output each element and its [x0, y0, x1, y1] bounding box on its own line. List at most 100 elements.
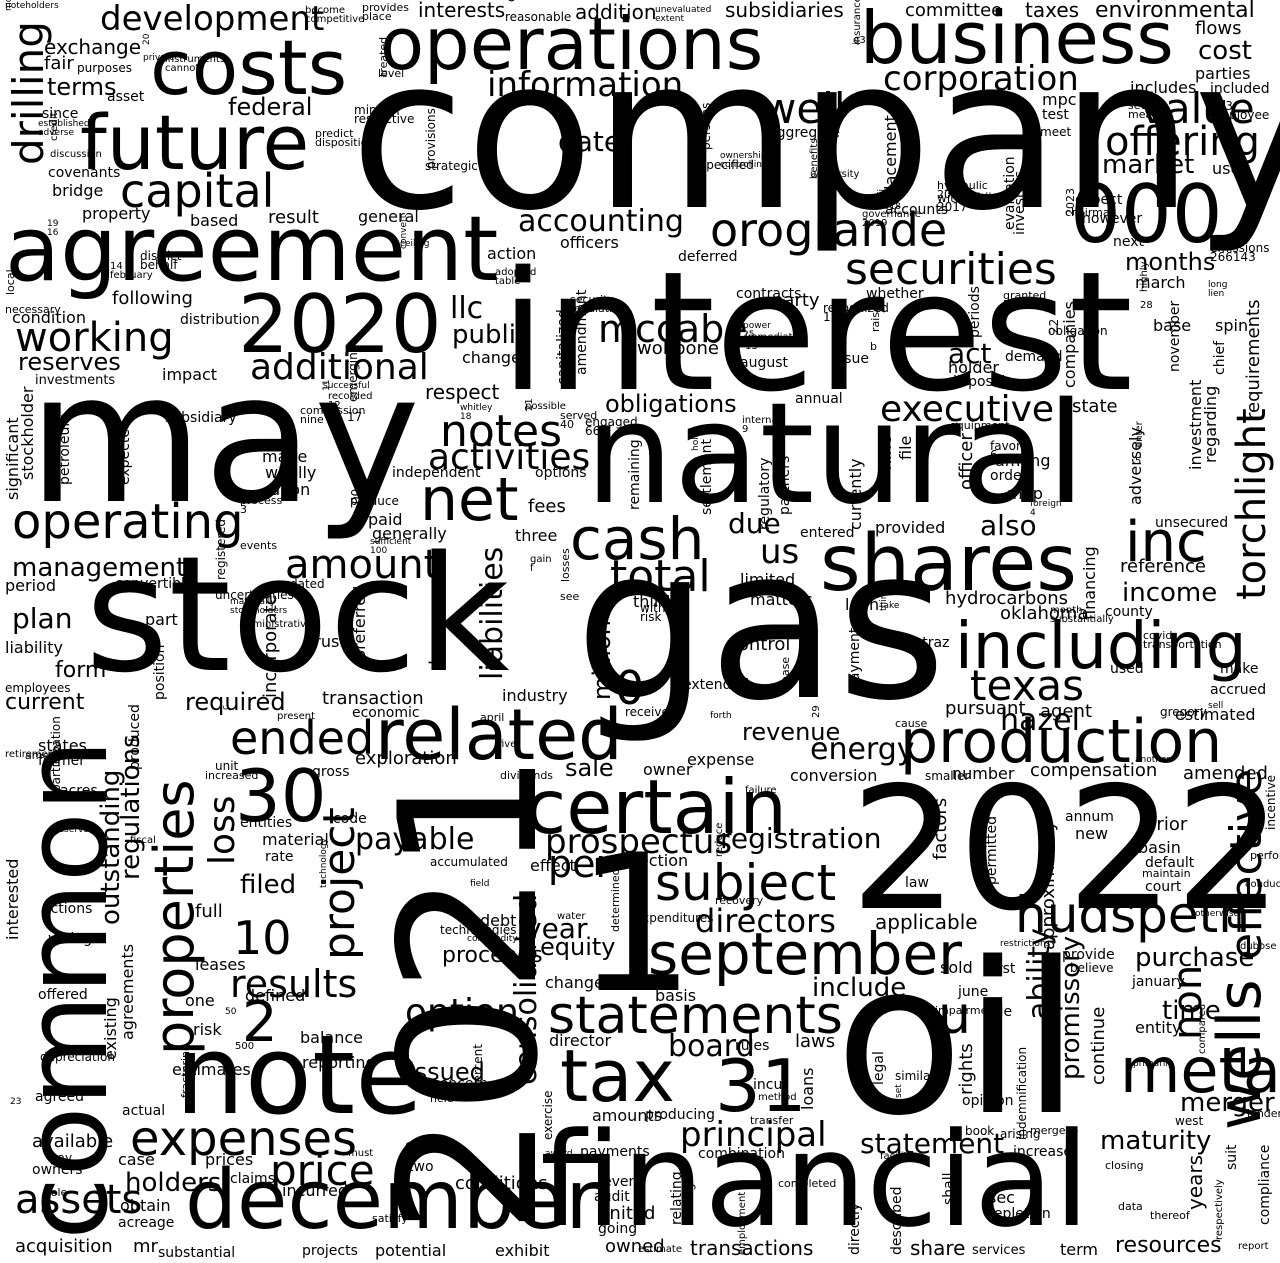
- word-debt: debt: [480, 911, 517, 930]
- filler-word: hold: [691, 431, 701, 451]
- word-independent: independent: [392, 465, 481, 481]
- word-next: next: [1113, 234, 1145, 250]
- word-stockholder: stockholder: [18, 386, 37, 480]
- filler-word: 9: [742, 424, 749, 435]
- word-mhp: mhp: [1007, 484, 1043, 503]
- word-inc: inc: [1125, 510, 1207, 575]
- filler-word: employee: [1210, 108, 1270, 122]
- word-prices: prices: [205, 1150, 254, 1169]
- word-amount: amount: [285, 542, 440, 588]
- word-use: use: [1212, 159, 1241, 178]
- word-expense: expense: [687, 750, 755, 769]
- word-gas: gas: [575, 502, 947, 747]
- word-mccabe: mccabe: [598, 307, 748, 351]
- word-estimate: estimate: [638, 1244, 683, 1255]
- filler-word: award: [545, 1149, 573, 1159]
- filler-word: primarily: [1133, 1059, 1174, 1069]
- word-obtain: obtain: [120, 1196, 171, 1215]
- word-whether: whether: [866, 286, 924, 302]
- word-may: may: [28, 335, 421, 544]
- word-owned: owned: [605, 1236, 665, 1257]
- word-believe: believe: [1070, 961, 1114, 975]
- word-market: market: [1102, 150, 1195, 180]
- word-satisfy: satisfy: [372, 1212, 408, 1225]
- word-exchange: exchange: [44, 35, 142, 59]
- word-united: united: [598, 1203, 656, 1224]
- word-provide: provide: [1062, 947, 1115, 963]
- filler-word: similar: [895, 1069, 936, 1083]
- word-full: full: [195, 901, 223, 922]
- word-meta: meta: [1120, 1034, 1280, 1107]
- word-result: result: [268, 207, 319, 228]
- filler-word: recognized: [823, 301, 889, 315]
- word-three: three: [515, 526, 558, 545]
- word-generally: generally: [372, 524, 447, 543]
- word-environmental: environmental: [1095, 0, 1255, 23]
- word-holders: holders: [125, 1168, 222, 1198]
- word-convertible: convertible: [115, 576, 194, 592]
- word-states: states: [38, 736, 87, 755]
- word-regulatory: regulatory: [757, 457, 773, 530]
- word-included: included: [1210, 81, 1270, 97]
- filler-word: adverse: [38, 128, 75, 138]
- word-cost: cost: [1198, 36, 1252, 66]
- filler-word: 6: [990, 448, 998, 462]
- word-time: time: [1162, 996, 1221, 1026]
- filler-word: set: [894, 1084, 904, 1098]
- word-terms: terms: [47, 73, 117, 101]
- word-entity: entity: [1135, 1018, 1182, 1037]
- filler-word: 11: [322, 379, 332, 391]
- word-years: years: [1183, 1154, 1207, 1210]
- word-subject: subject: [655, 854, 837, 912]
- word-agent: agent: [1040, 701, 1092, 722]
- word-due: due: [728, 507, 781, 540]
- filler-word: equipment: [950, 419, 1010, 432]
- word-capitalized: capitalized: [555, 309, 571, 385]
- word-financing: financing: [1080, 546, 1099, 620]
- word-audit: audit: [594, 1189, 630, 1205]
- filler-word: place: [362, 10, 392, 23]
- word-certain: certain: [525, 763, 787, 851]
- word-equal: equal: [405, 1138, 444, 1154]
- filler-word: dubose: [1240, 941, 1277, 952]
- word-settlement: settlement: [699, 438, 715, 515]
- word-expenses: expenses: [130, 1111, 358, 1167]
- word-transactions: transactions: [690, 1236, 814, 1260]
- word-months: months: [1125, 248, 1216, 276]
- word-limited: limited: [740, 570, 796, 589]
- filler-word: administrative: [240, 619, 313, 630]
- filler-word: local: [4, 269, 17, 295]
- filler-word: see: [560, 590, 580, 603]
- word-board: board: [668, 1029, 755, 1064]
- filler-word: controlling: [720, 160, 768, 170]
- word-third: third: [633, 592, 671, 611]
- filler-word: 2018: [878, 202, 901, 212]
- filler-word: 22: [1047, 318, 1061, 334]
- word-based: based: [190, 211, 239, 230]
- word-party: party: [772, 290, 820, 311]
- word-chief: chief: [1212, 340, 1228, 375]
- word-operations: operations: [380, 2, 764, 86]
- word-nine: nine: [876, 435, 895, 470]
- word-payment: payment: [847, 627, 863, 690]
- word-change: change: [462, 348, 521, 367]
- word-pay: pay: [50, 1151, 73, 1165]
- word-2022: 2022: [850, 751, 1280, 949]
- word-public: public: [452, 320, 531, 350]
- filler-word: 66: [585, 424, 601, 438]
- word-holder: holder: [948, 358, 999, 377]
- word-going: going: [598, 1221, 638, 1237]
- word-available: available: [32, 1131, 114, 1152]
- filler-word: conduct: [1245, 879, 1280, 890]
- word-maturity: maturity: [1100, 1126, 1212, 1156]
- word-june: june: [958, 984, 989, 1000]
- word-leases: leases: [195, 955, 246, 974]
- filler-word: 18: [460, 412, 472, 422]
- word-average: average: [682, 1175, 696, 1225]
- filler-word: 17: [347, 410, 363, 424]
- word-plan: plan: [12, 602, 73, 635]
- filler-word: 16: [47, 228, 59, 238]
- word-condition: condition: [12, 308, 86, 327]
- filler-word: treated: [377, 36, 390, 77]
